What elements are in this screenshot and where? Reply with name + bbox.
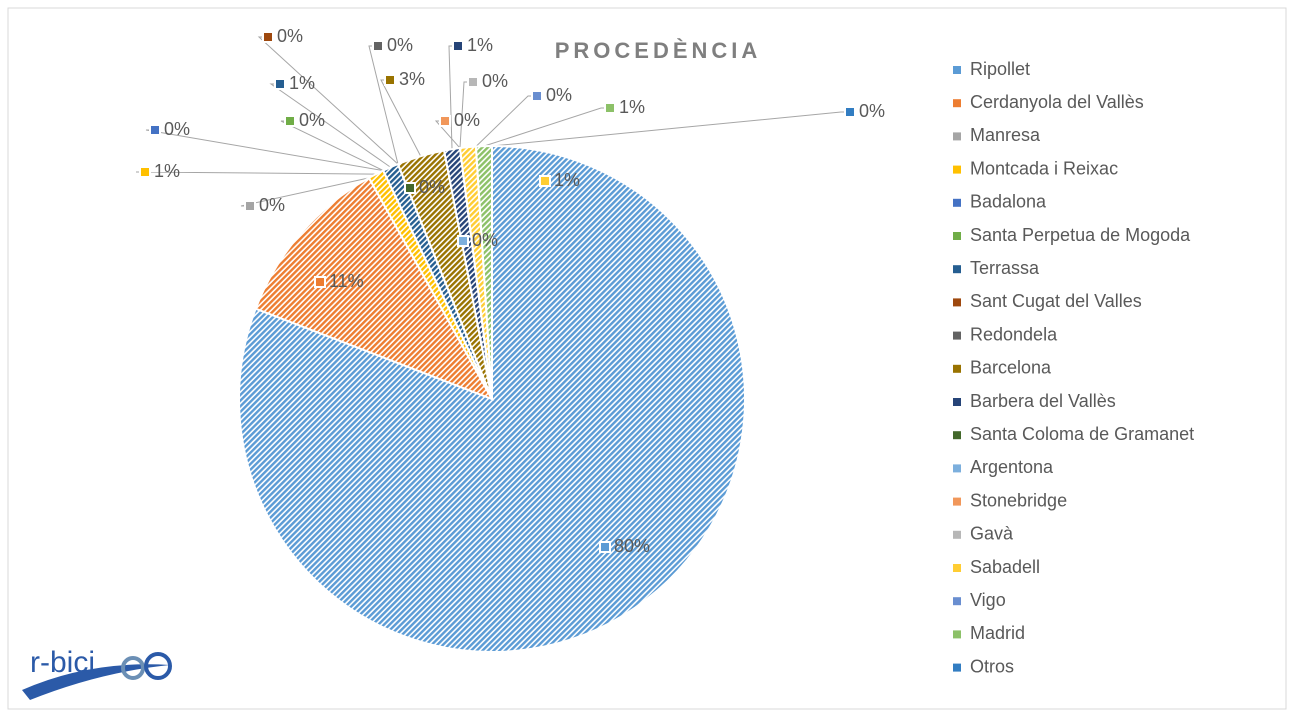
- legend-label: Vigo: [970, 590, 1006, 610]
- data-label: 0%: [164, 119, 190, 139]
- legend-swatch: [953, 630, 961, 639]
- legend-label: Cerdanyola del Vallès: [970, 92, 1144, 112]
- legend-swatch: [953, 364, 961, 373]
- legend-label: Terrassa: [970, 258, 1040, 278]
- data-labels: 80%11%0%1%0% 0%1%0% 0%3%1%0%0%0%0%1%0%1% 0%: [139, 26, 885, 556]
- logo: r-bici: [22, 646, 172, 700]
- label-marker: [531, 90, 543, 102]
- label-marker: [284, 115, 296, 127]
- legend-swatch: [953, 431, 961, 440]
- label-marker: [314, 276, 326, 288]
- legend-label: Redondela: [970, 324, 1058, 344]
- legend-swatch: [953, 198, 961, 207]
- label-marker: [457, 235, 469, 247]
- legend-swatch: [953, 232, 961, 240]
- legend-label: Santa Coloma de Gramanet: [970, 424, 1194, 444]
- slice: [254, 176, 495, 401]
- data-label: 1%: [154, 161, 180, 181]
- label-marker: [149, 124, 161, 136]
- data-label: 11%: [329, 271, 364, 291]
- data-label: 0%: [419, 177, 445, 197]
- legend-label: Badalona: [970, 192, 1047, 212]
- legend-label: Sant Cugat del Valles: [970, 291, 1142, 311]
- data-label: 1%: [467, 35, 493, 55]
- legend-label: Sabadell: [970, 557, 1040, 577]
- data-label: 3%: [399, 69, 425, 89]
- legend-label: Manresa: [970, 125, 1041, 145]
- logo-text: r-bici: [30, 646, 95, 679]
- legend-label: Barbera del Vallès: [970, 391, 1116, 411]
- label-marker: [139, 166, 151, 178]
- label-marker: [274, 78, 286, 90]
- label-marker: [439, 115, 451, 127]
- legend-label: Ripollet: [970, 59, 1030, 79]
- data-label: 0%: [299, 110, 325, 130]
- legend-swatch: [953, 298, 961, 307]
- data-label: 80%: [614, 536, 650, 556]
- legend-swatch: [953, 165, 961, 174]
- legend-label: Gavà: [970, 524, 1014, 544]
- label-marker: [244, 200, 256, 212]
- legend-label: Argentona: [970, 457, 1054, 477]
- data-label: 0%: [259, 195, 285, 215]
- legend-swatch: [953, 398, 961, 406]
- legend-swatch: [953, 497, 961, 506]
- data-label: 0%: [859, 101, 885, 121]
- legend-label: Stonebridge: [970, 490, 1067, 510]
- legend-swatch: [953, 265, 961, 274]
- data-label: 0%: [482, 71, 508, 91]
- legend-swatch: [953, 464, 961, 473]
- label-marker: [844, 106, 856, 118]
- data-label: 1%: [619, 97, 645, 117]
- legend-swatch: [953, 331, 961, 340]
- slices: [238, 144, 747, 653]
- data-label: 0%: [277, 26, 303, 46]
- legend-label: Madrid: [970, 623, 1025, 643]
- legend: Ripollet Cerdanyola del Vallès Manresa Mont…: [953, 59, 1194, 676]
- chart-title: PROCEDÈNCIA: [555, 38, 762, 63]
- legend-swatch: [953, 99, 961, 108]
- label-marker: [372, 40, 384, 52]
- legend-swatch: [953, 597, 961, 606]
- data-label: 0%: [387, 35, 413, 55]
- legend-label: Barcelona: [970, 358, 1052, 378]
- label-marker: [404, 182, 416, 194]
- data-label: 0%: [546, 85, 572, 105]
- label-marker: [599, 541, 611, 553]
- data-label: 0%: [454, 110, 480, 130]
- legend-swatch: [953, 66, 961, 74]
- label-marker: [604, 102, 616, 114]
- label-marker: [452, 40, 464, 52]
- label-marker: [467, 76, 479, 88]
- data-label: 1%: [554, 170, 580, 190]
- label-marker: [262, 31, 274, 43]
- legend-swatch: [953, 530, 961, 539]
- data-label: 1%: [289, 73, 315, 93]
- label-marker: [384, 74, 396, 86]
- legend-swatch: [953, 663, 961, 672]
- legend-label: Santa Perpetua de Mogoda: [970, 225, 1191, 245]
- legend-swatch: [953, 132, 961, 141]
- legend-label: Otros: [970, 656, 1014, 676]
- data-label: 0%: [472, 230, 498, 250]
- legend-label: Montcada i Reixac: [970, 158, 1118, 178]
- legend-swatch: [953, 564, 961, 572]
- label-marker: [539, 175, 551, 187]
